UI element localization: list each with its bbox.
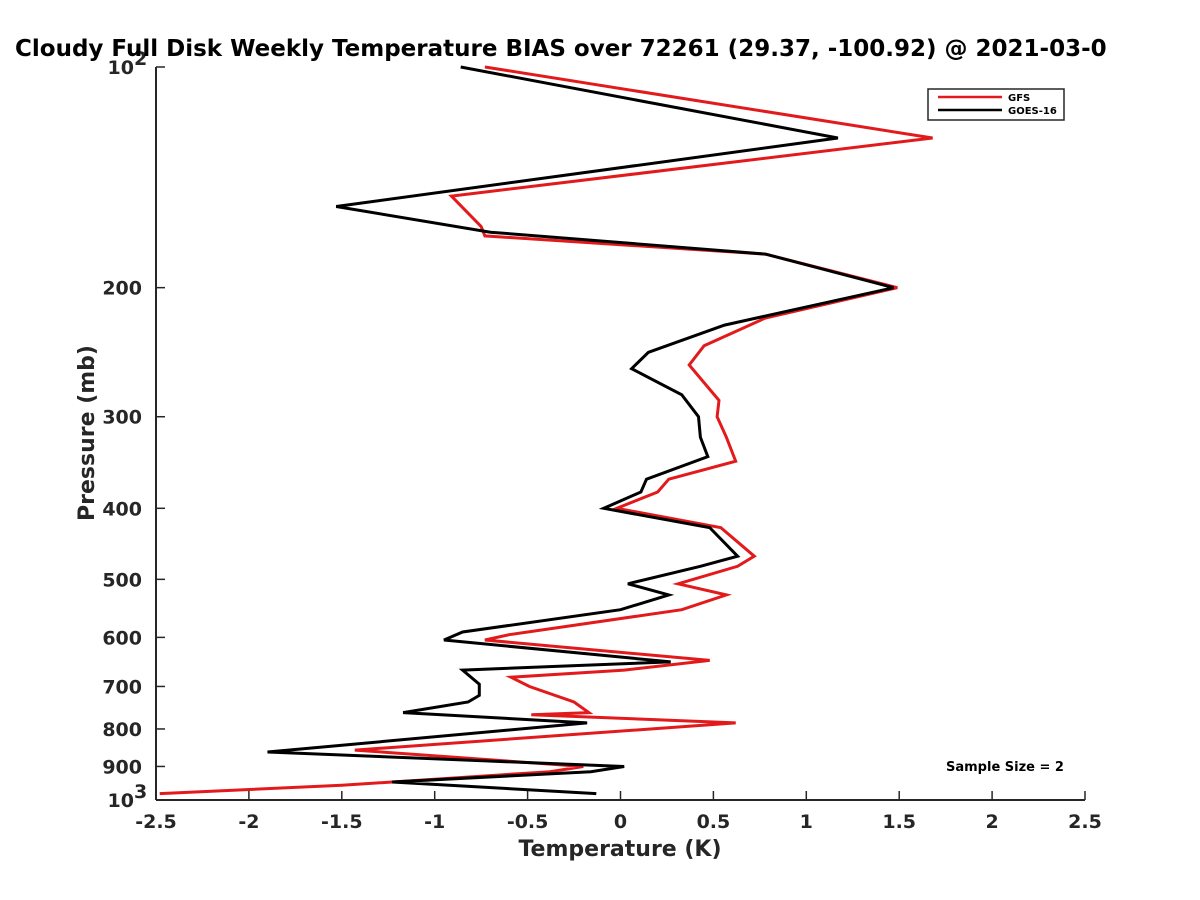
legend-box [927, 88, 1065, 121]
y-tick-label: 10 [108, 790, 134, 812]
plot-area: -2.5 -2 -1.5 -1 -0.5 0 0.5 1 1.5 2 2.5 10 220030040… [102, 48, 1102, 833]
series-line-goes16 [267, 65, 894, 796]
x-tick-label: 1 [800, 811, 813, 833]
y-tick-exponent: 3 [134, 781, 147, 803]
series-layer [159, 65, 933, 796]
legend: GFS GOES-16 [927, 88, 1065, 121]
x-tick-label: -1 [424, 811, 445, 833]
sample-size-annotation: Sample Size = 2 [946, 760, 1064, 775]
y-tick-label: 300 [102, 407, 142, 429]
y-tick-label: 500 [102, 569, 142, 591]
x-tick-label: 0 [614, 811, 627, 833]
y-tick-exponent: 2 [134, 48, 147, 70]
x-tick-label: 1.5 [882, 811, 916, 833]
x-tick-label: -1.5 [321, 811, 363, 833]
y-axis-label: Pressure (mb) [75, 345, 100, 521]
y-tick-label: 700 [102, 676, 142, 698]
x-tick-label: -0.5 [507, 811, 549, 833]
x-tick-label: 2 [985, 811, 998, 833]
x-tick-label: 0.5 [697, 811, 731, 833]
legend-label-gfs: GFS [1008, 93, 1030, 104]
x-tick-label: 2.5 [1068, 811, 1102, 833]
x-axis-label: Temperature (K) [518, 837, 721, 862]
legend-label-goes16: GOES-16 [1008, 106, 1057, 117]
y-tick-label: 400 [102, 498, 142, 520]
y-tick-label: 900 [102, 756, 142, 778]
x-ticks: -2.5 -2 -1.5 -1 -0.5 0 0.5 1 1.5 2 2.5 [135, 791, 1102, 833]
y-tick-label: 10 [108, 57, 134, 79]
y-tick-label: 800 [102, 719, 142, 741]
x-tick-label: -2.5 [135, 811, 177, 833]
y-tick-label: 200 [102, 278, 142, 300]
series-line-gfs [159, 65, 933, 796]
chart-title: Cloudy Full Disk Weekly Temperature BIAS… [15, 36, 1107, 62]
y-tick-label: 600 [102, 627, 142, 649]
x-tick-label: -2 [238, 811, 259, 833]
